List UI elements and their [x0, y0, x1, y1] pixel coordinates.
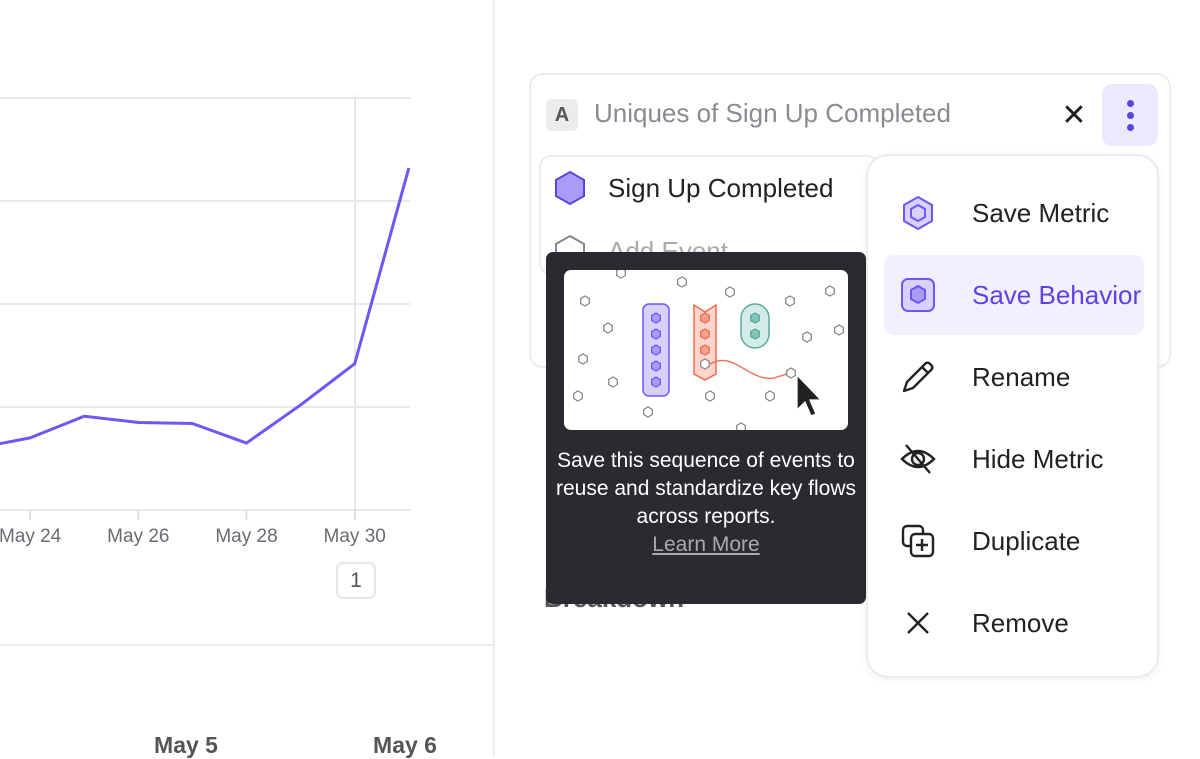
menu-item-duplicate[interactable]: Duplicate — [884, 501, 1144, 581]
x-tick-label: May 26 — [107, 526, 170, 547]
hexagon-icon — [765, 390, 775, 402]
bottom-date-label: May 6 — [373, 732, 437, 758]
hexagon-icon — [677, 276, 687, 288]
hexagon-icon — [651, 360, 661, 372]
hexagon-icon — [725, 286, 735, 298]
menu-item-label: Duplicate — [972, 525, 1081, 556]
eye-slash-icon — [900, 441, 936, 477]
menu-item-save-behavior[interactable]: Save Behavior — [884, 255, 1144, 335]
more-options-button[interactable] — [1102, 84, 1158, 146]
close-icon — [900, 605, 936, 641]
hexagon-icon — [750, 312, 760, 324]
hexagon-icon — [651, 328, 661, 340]
behavior-illustration — [564, 270, 848, 430]
hexagon-icon — [608, 376, 618, 388]
hexagon-icon — [700, 344, 710, 356]
hexagon-icon — [573, 390, 583, 402]
duplicate-icon — [900, 523, 936, 559]
hexagon-icon — [834, 324, 844, 336]
event-hexagon-icon — [555, 170, 585, 206]
illustration-shape — [740, 303, 770, 349]
hexagon-icon — [750, 328, 760, 340]
menu-item-label: Hide Metric — [972, 443, 1104, 474]
hexagon-icon — [900, 195, 936, 231]
hexagon-icon — [786, 367, 796, 379]
event-name[interactable]: Sign Up Completed — [608, 173, 834, 203]
hexagon-icon — [616, 270, 626, 279]
chart-plot — [0, 95, 411, 520]
hexagon-icon — [825, 285, 835, 297]
hexagon-icon — [578, 353, 588, 365]
tooltip-text: Save this sequence of events to reuse an… — [556, 449, 856, 528]
hexagon-icon — [603, 322, 613, 334]
cursor-icon — [796, 373, 823, 417]
save-behavior-tooltip: Save this sequence of events to reuse an… — [546, 252, 880, 604]
hexagon-icon — [580, 295, 590, 307]
hexagon-icon — [643, 406, 653, 418]
close-metric-button[interactable]: ✕ — [1056, 98, 1092, 132]
add-event-icon — [555, 234, 585, 264]
menu-item-label: Save Metric — [972, 197, 1110, 228]
hexagon-icon — [700, 312, 710, 324]
line-chart: May 24 May 26 May 28 May 30 1 May 5 May 6 — [0, 0, 495, 758]
bottom-date-label: May 5 — [154, 732, 218, 758]
illustration-shape — [693, 303, 717, 381]
metric-letter-badge: A — [546, 99, 578, 131]
menu-item-label: Save Behavior — [972, 279, 1142, 310]
menu-item-label: Rename — [972, 361, 1071, 392]
divider — [0, 644, 495, 646]
menu-item-label: Remove — [972, 607, 1069, 638]
annotation-badge[interactable]: 1 — [336, 562, 376, 599]
illustration-shape — [709, 359, 791, 379]
hexagon-icon — [651, 376, 661, 388]
x-tick-label: May 24 — [0, 526, 62, 547]
series-line — [0, 167, 411, 446]
hexagon-icon — [802, 331, 812, 343]
behavior-icon — [900, 277, 936, 313]
close-icon: ✕ — [1061, 98, 1087, 132]
hexagon-icon — [705, 390, 715, 402]
pencil-icon — [900, 359, 936, 395]
metric-title[interactable]: Uniques of Sign Up Completed — [594, 98, 951, 128]
hexagon-icon — [651, 344, 661, 356]
menu-item-hide-metric[interactable]: Hide Metric — [884, 419, 1144, 499]
hexagon-icon — [785, 295, 795, 307]
learn-more-link[interactable]: Learn More — [652, 533, 760, 556]
hexagon-icon — [700, 358, 710, 370]
x-tick-label: May 30 — [323, 526, 386, 547]
metric-options-menu: Save Metric Save Behavior Rename Hide Me… — [866, 154, 1159, 678]
menu-item-save-metric[interactable]: Save Metric — [884, 173, 1144, 253]
x-tick-label: May 28 — [215, 526, 278, 547]
hexagon-icon — [651, 312, 661, 324]
hexagon-icon — [700, 328, 710, 340]
menu-item-remove[interactable]: Remove — [884, 583, 1144, 663]
hexagon-icon — [736, 422, 746, 430]
menu-item-rename[interactable]: Rename — [884, 337, 1144, 417]
